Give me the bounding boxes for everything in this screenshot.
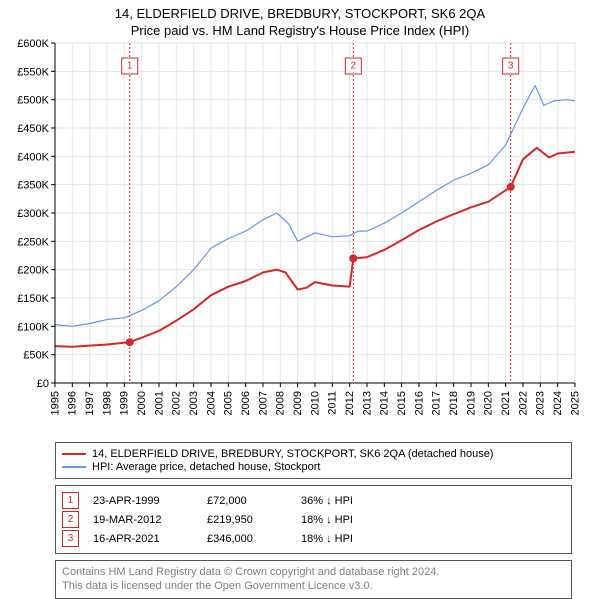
event-price: £72,000 (207, 495, 287, 507)
sale-dot-2 (349, 254, 357, 262)
chart-svg: £0 £50K £100K £150K £200K £250K £300K £350K £400… (0, 38, 600, 438)
x-tick-label: 2001 (153, 391, 165, 415)
y-tick-label: £450K (17, 123, 49, 135)
titles: 14, ELDERFIELD DRIVE, BREDBURY, STOCKPOR… (0, 0, 600, 38)
sale-marker-num-3: 3 (508, 61, 514, 72)
chart-area: £0 £50K £100K £150K £200K £250K £300K £350K £400… (0, 38, 600, 438)
sale-dot-1 (126, 338, 134, 346)
x-tick-label: 2014 (379, 391, 391, 415)
event-date: 19-MAR-2012 (93, 514, 193, 526)
x-tick-label: 1999 (119, 391, 131, 415)
x-tick-label: 2007 (257, 391, 269, 415)
y-tick-label: £350K (17, 180, 49, 192)
x-tick-label: 2006 (240, 391, 252, 415)
sale-marker-num-1: 1 (127, 61, 133, 72)
event-marker: 2 (62, 511, 79, 528)
events-table: 1 23-APR-1999 £72,000 36% ↓ HPI 2 19-MAR-2012… (55, 485, 572, 554)
event-diff: 18% ↓ HPI (301, 533, 353, 545)
y-tick-label: £150K (17, 293, 49, 305)
legend-row: HPI: Average price, detached house, Stoc… (62, 461, 565, 473)
y-tick-label: £100K (17, 321, 49, 333)
event-diff: 18% ↓ HPI (301, 514, 353, 526)
sale-marker-num-2: 2 (351, 61, 357, 72)
legend-label: 14, ELDERFIELD DRIVE, BREDBURY, STOCKPOR… (92, 448, 493, 460)
x-tick-label: 2012 (344, 391, 356, 415)
x-tick-label: 2009 (292, 391, 304, 415)
y-tick-label: £300K (17, 208, 49, 220)
x-tick-label: 2015 (396, 391, 408, 415)
x-tick-label: 2004 (205, 391, 217, 415)
event-date: 16-APR-2021 (93, 533, 193, 545)
y-tick-label: £550K (17, 66, 49, 78)
x-tick-label: 2013 (361, 391, 373, 415)
x-tick-label: 2021 (500, 391, 512, 415)
attribution-line1: Contains HM Land Registry data © Crown c… (62, 565, 565, 579)
legend-swatch (62, 453, 86, 455)
x-tick-label: 2003 (188, 391, 200, 415)
event-date: 23-APR-1999 (93, 495, 193, 507)
event-row: 2 19-MAR-2012 £219,950 18% ↓ HPI (62, 511, 565, 528)
x-tick-label: 1996 (67, 391, 79, 415)
x-tick-label: 2019 (465, 391, 477, 415)
y-tick-label: £600K (17, 38, 49, 50)
legend-swatch (62, 466, 86, 468)
title-subtitle: Price paid vs. HM Land Registry's House … (0, 23, 600, 38)
y-tick-label: £50K (23, 350, 49, 362)
event-marker: 1 (62, 492, 79, 509)
y-tick-label: £500K (17, 95, 49, 107)
x-tick-label: 2002 (171, 391, 183, 415)
x-tick-label: 2022 (517, 391, 529, 415)
x-tick-label: 2010 (309, 391, 321, 415)
x-tick-label: 2017 (431, 391, 443, 415)
x-tick-label: 2025 (569, 391, 581, 415)
x-tick-label: 2020 (483, 391, 495, 415)
y-tick-label: £0 (37, 378, 49, 390)
x-tick-label: 2024 (552, 391, 564, 415)
title-address: 14, ELDERFIELD DRIVE, BREDBURY, STOCKPOR… (0, 6, 600, 21)
x-tick-label: 2005 (223, 391, 235, 415)
x-tick-label: 2023 (535, 391, 547, 415)
event-row: 3 16-APR-2021 £346,000 18% ↓ HPI (62, 530, 565, 547)
attribution-line2: This data is licensed under the Open Gov… (62, 579, 565, 593)
x-tick-label: 1998 (101, 391, 113, 415)
y-tick-label: £400K (17, 151, 49, 163)
legend-label: HPI: Average price, detached house, Stoc… (92, 461, 321, 473)
y-tick-label: £250K (17, 236, 49, 248)
sale-dot-3 (507, 183, 515, 191)
x-tick-label: 1995 (49, 391, 61, 415)
legend-row: 14, ELDERFIELD DRIVE, BREDBURY, STOCKPOR… (62, 448, 565, 460)
event-price: £219,950 (207, 514, 287, 526)
legend: 14, ELDERFIELD DRIVE, BREDBURY, STOCKPOR… (55, 442, 572, 479)
x-tick-label: 2008 (275, 391, 287, 415)
event-row: 1 23-APR-1999 £72,000 36% ↓ HPI (62, 492, 565, 509)
x-tick-label: 2018 (448, 391, 460, 415)
x-tick-label: 1997 (84, 391, 96, 415)
y-tick-label: £200K (17, 265, 49, 277)
attribution: Contains HM Land Registry data © Crown c… (55, 560, 572, 599)
chart-container: 14, ELDERFIELD DRIVE, BREDBURY, STOCKPOR… (0, 0, 600, 599)
x-tick-label: 2000 (136, 391, 148, 415)
x-tick-label: 2016 (413, 391, 425, 415)
event-price: £346,000 (207, 533, 287, 545)
event-marker: 3 (62, 530, 79, 547)
event-diff: 36% ↓ HPI (301, 495, 353, 507)
x-tick-label: 2011 (327, 391, 339, 415)
